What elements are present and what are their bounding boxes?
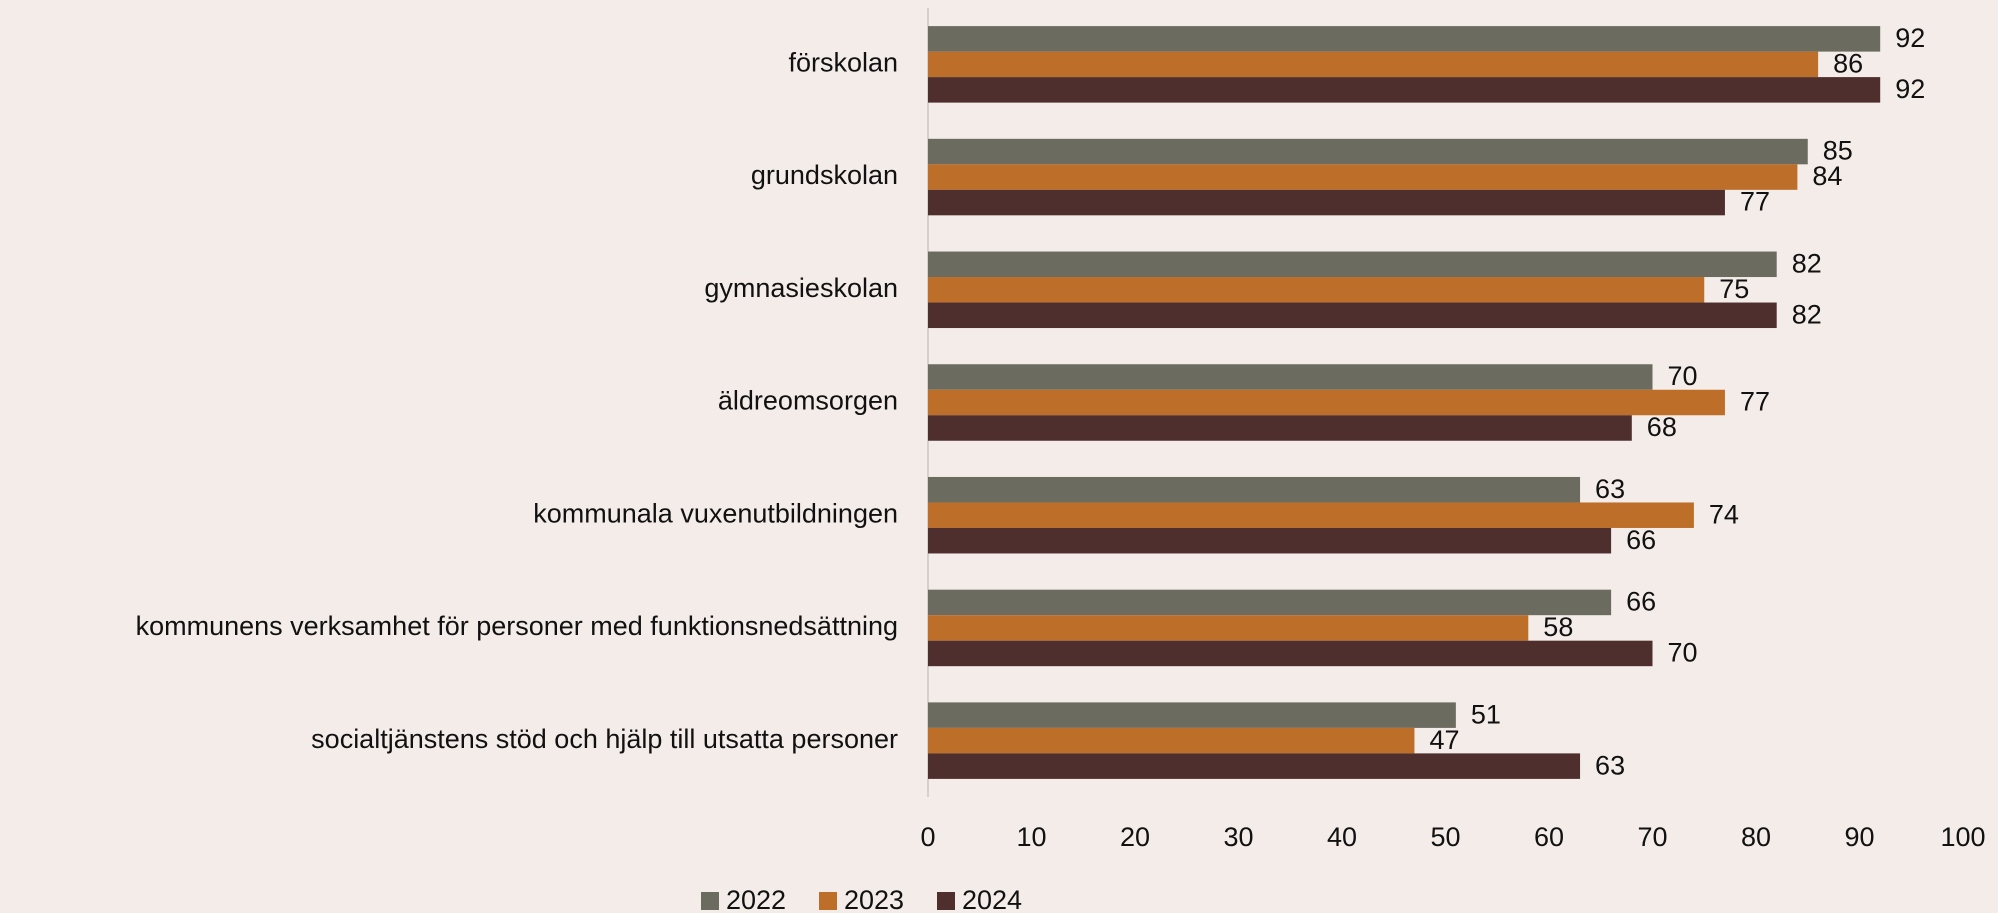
bar — [928, 615, 1529, 641]
y-tick-label: grundskolan — [751, 160, 898, 190]
y-tick-label: gymnasieskolan — [704, 273, 898, 303]
x-tick-label: 0 — [920, 822, 935, 852]
bar — [928, 251, 1777, 278]
y-tick-label: kommunens verksamhet för personer med fu… — [136, 611, 898, 641]
data-label: 82 — [1792, 248, 1822, 278]
bar — [928, 702, 1456, 728]
bar — [928, 476, 1581, 503]
legend-swatch — [701, 892, 719, 910]
bar — [928, 727, 1415, 754]
legend-swatch — [937, 892, 955, 910]
bar — [928, 77, 1881, 103]
bar — [928, 277, 1705, 303]
data-label: 63 — [1595, 474, 1625, 504]
data-label: 70 — [1668, 361, 1698, 391]
legend-swatch — [819, 892, 837, 910]
bar — [928, 51, 1819, 78]
bar — [928, 302, 1777, 329]
data-label: 68 — [1647, 412, 1677, 442]
x-tick-label: 10 — [1016, 822, 1046, 852]
x-tick-label: 70 — [1637, 822, 1667, 852]
bar — [928, 415, 1632, 441]
x-tick-label: 60 — [1534, 822, 1564, 852]
y-tick-label: socialtjänstens stöd och hjälp till utsa… — [311, 724, 898, 754]
data-label: 58 — [1543, 612, 1573, 642]
bar — [928, 640, 1653, 667]
x-tick-label: 40 — [1327, 822, 1357, 852]
data-label: 74 — [1709, 499, 1739, 529]
y-tick-label: förskolan — [788, 47, 898, 77]
legend-label: 2023 — [844, 885, 904, 913]
bar — [928, 753, 1581, 779]
bar — [928, 527, 1612, 554]
legend-label: 2022 — [726, 885, 786, 913]
x-tick-label: 80 — [1741, 822, 1771, 852]
bar — [928, 502, 1694, 528]
data-label: 84 — [1812, 161, 1842, 191]
data-label: 47 — [1429, 725, 1459, 755]
data-label: 86 — [1833, 48, 1863, 78]
bar — [928, 138, 1808, 165]
data-label: 85 — [1823, 136, 1853, 166]
bar — [928, 589, 1612, 616]
data-label: 77 — [1740, 387, 1770, 417]
data-label: 75 — [1719, 274, 1749, 304]
data-label: 92 — [1895, 23, 1925, 53]
bar — [928, 364, 1653, 390]
bar — [928, 164, 1798, 190]
data-label: 82 — [1792, 299, 1822, 329]
data-label: 92 — [1895, 74, 1925, 104]
x-tick-label: 100 — [1940, 822, 1985, 852]
x-tick-label: 90 — [1844, 822, 1874, 852]
bar — [928, 26, 1881, 52]
legend-label: 2024 — [962, 885, 1022, 913]
bar — [928, 389, 1725, 416]
y-tick-label: kommunala vuxenutbildningen — [533, 498, 898, 528]
data-label: 66 — [1626, 587, 1656, 617]
data-label: 77 — [1740, 187, 1770, 217]
data-label: 63 — [1595, 750, 1625, 780]
x-tick-label: 50 — [1430, 822, 1460, 852]
data-label: 66 — [1626, 525, 1656, 555]
bar — [928, 189, 1725, 216]
data-label: 70 — [1668, 638, 1698, 668]
x-tick-label: 20 — [1120, 822, 1150, 852]
data-label: 51 — [1471, 699, 1501, 729]
x-tick-label: 30 — [1223, 822, 1253, 852]
y-tick-label: äldreomsorgen — [718, 386, 898, 416]
